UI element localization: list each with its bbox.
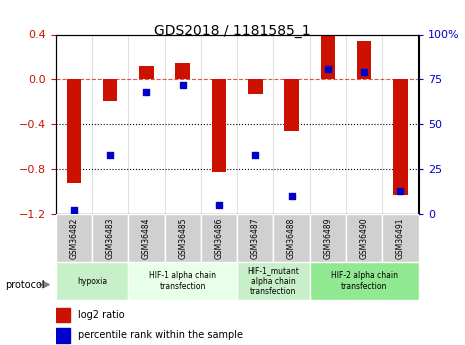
FancyBboxPatch shape xyxy=(310,214,346,262)
Point xyxy=(288,193,295,199)
FancyBboxPatch shape xyxy=(56,214,92,262)
Text: HIF-1 alpha chain
transfection: HIF-1 alpha chain transfection xyxy=(149,272,216,291)
Text: log2 ratio: log2 ratio xyxy=(78,310,124,320)
Text: GDS2018 / 1181585_1: GDS2018 / 1181585_1 xyxy=(154,24,311,38)
Point xyxy=(360,69,368,75)
FancyBboxPatch shape xyxy=(382,214,418,262)
Text: HIF-2 alpha chain
transfection: HIF-2 alpha chain transfection xyxy=(331,272,398,291)
Bar xyxy=(56,308,70,322)
FancyBboxPatch shape xyxy=(128,262,237,300)
Point xyxy=(252,152,259,157)
Text: GSM36491: GSM36491 xyxy=(396,217,405,259)
Text: GSM36490: GSM36490 xyxy=(359,217,369,259)
Bar xyxy=(393,79,408,195)
FancyBboxPatch shape xyxy=(92,214,128,262)
Point xyxy=(215,202,223,208)
Text: GSM36486: GSM36486 xyxy=(214,217,224,259)
Point xyxy=(179,82,186,88)
FancyBboxPatch shape xyxy=(201,214,237,262)
Bar xyxy=(248,79,263,94)
FancyBboxPatch shape xyxy=(273,214,310,262)
Text: GSM36489: GSM36489 xyxy=(323,217,332,259)
Bar xyxy=(212,79,226,172)
Text: HIF-1_mutant
alpha chain
transfection: HIF-1_mutant alpha chain transfection xyxy=(247,266,299,296)
Text: percentile rank within the sample: percentile rank within the sample xyxy=(78,331,243,341)
Bar xyxy=(56,328,70,343)
Bar xyxy=(103,79,118,101)
FancyBboxPatch shape xyxy=(346,214,382,262)
FancyBboxPatch shape xyxy=(237,214,273,262)
Point xyxy=(324,66,332,71)
FancyBboxPatch shape xyxy=(56,262,128,300)
Text: hypoxia: hypoxia xyxy=(77,277,107,286)
Bar xyxy=(357,41,372,79)
Point xyxy=(70,208,78,213)
Text: GSM36483: GSM36483 xyxy=(106,217,115,259)
Text: protocol: protocol xyxy=(5,280,44,289)
Point xyxy=(397,188,404,193)
Text: GSM36484: GSM36484 xyxy=(142,217,151,259)
Text: GSM36485: GSM36485 xyxy=(178,217,187,259)
Text: GSM36487: GSM36487 xyxy=(251,217,260,259)
Text: GSM36482: GSM36482 xyxy=(69,217,79,259)
FancyBboxPatch shape xyxy=(237,262,310,300)
FancyBboxPatch shape xyxy=(310,262,418,300)
Bar xyxy=(284,79,299,131)
FancyBboxPatch shape xyxy=(165,214,201,262)
Text: GSM36488: GSM36488 xyxy=(287,217,296,259)
Bar xyxy=(320,36,335,79)
Point xyxy=(143,89,150,95)
Bar xyxy=(175,62,190,79)
FancyBboxPatch shape xyxy=(128,214,165,262)
Bar xyxy=(139,66,154,79)
Point xyxy=(106,152,114,157)
Bar xyxy=(66,79,81,183)
